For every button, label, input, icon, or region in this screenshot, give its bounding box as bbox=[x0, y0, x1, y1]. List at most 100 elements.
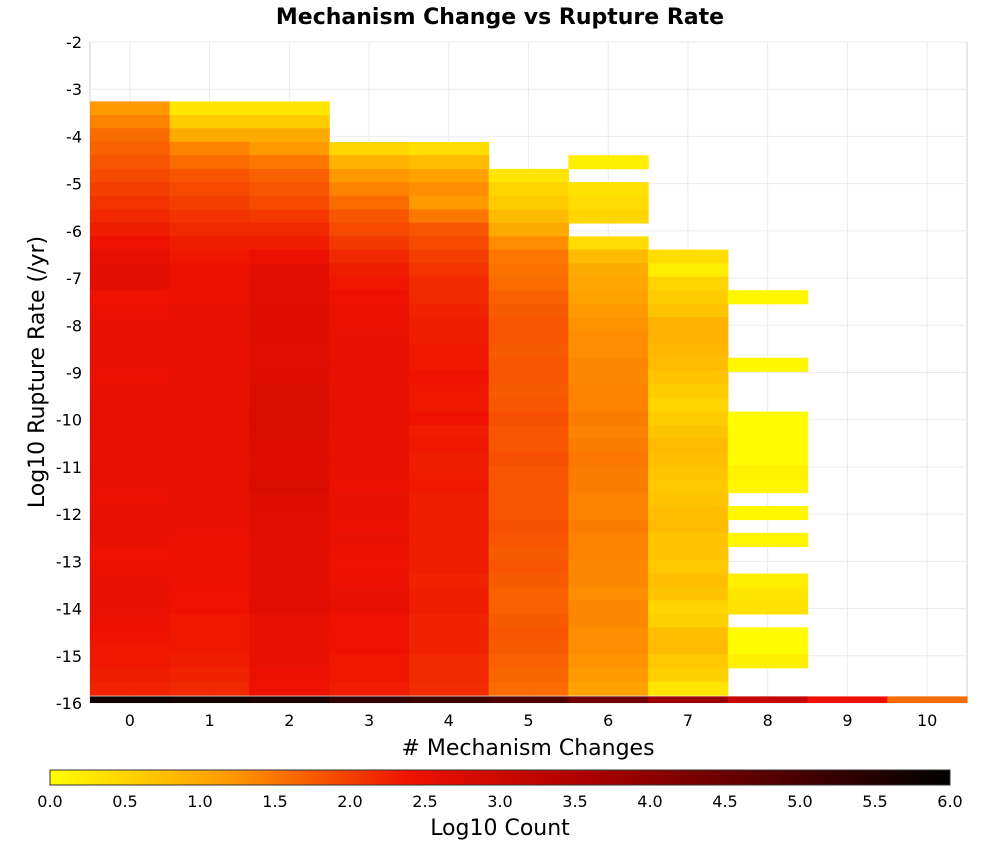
heatmap-cell bbox=[329, 452, 410, 467]
heatmap-cell bbox=[329, 370, 410, 386]
heatmap-cell bbox=[169, 654, 251, 669]
heatmap-cell bbox=[249, 222, 330, 237]
heatmap-cell bbox=[568, 587, 649, 602]
heatmap-cell bbox=[648, 627, 729, 642]
heatmap-cell-bottom bbox=[408, 696, 490, 703]
heatmap-cell-bottom bbox=[807, 696, 888, 703]
y-tick-label: -11 bbox=[56, 458, 82, 477]
x-tick-label: 8 bbox=[763, 711, 773, 730]
heatmap-cell bbox=[488, 452, 569, 467]
heatmap-cell bbox=[249, 438, 330, 453]
heatmap-cell bbox=[249, 614, 330, 629]
heatmap-cell bbox=[408, 600, 490, 615]
heatmap-cell bbox=[408, 654, 490, 669]
heatmap-cell bbox=[90, 155, 171, 170]
heatmap-cell bbox=[648, 587, 729, 602]
heatmap-cell bbox=[249, 115, 330, 130]
heatmap-cell bbox=[329, 141, 410, 157]
heatmap-cell bbox=[90, 303, 171, 318]
heatmap-cell bbox=[568, 667, 649, 683]
heatmap-cell bbox=[90, 276, 171, 291]
heatmap-cell bbox=[488, 357, 569, 372]
heatmap-cell bbox=[727, 425, 809, 440]
heatmap-cell bbox=[169, 263, 251, 278]
y-tick-label: -10 bbox=[56, 411, 82, 430]
heatmap-cell bbox=[568, 209, 649, 224]
heatmap-cell bbox=[90, 479, 171, 494]
heatmap-cell bbox=[408, 627, 490, 642]
heatmap-cell bbox=[169, 573, 251, 588]
heatmap-cell bbox=[488, 263, 569, 278]
heatmap-cell bbox=[648, 384, 729, 399]
heatmap-cell bbox=[727, 452, 809, 467]
heatmap-cell bbox=[169, 195, 251, 210]
heatmap-cell bbox=[169, 681, 251, 696]
heatmap-cell bbox=[249, 344, 330, 359]
heatmap-cell bbox=[90, 411, 171, 426]
heatmap-cell bbox=[648, 370, 729, 386]
heatmap-cell bbox=[648, 303, 729, 318]
heatmap-cell bbox=[648, 681, 729, 696]
heatmap-cell bbox=[329, 667, 410, 683]
heatmap-cell bbox=[488, 667, 569, 683]
colorbar bbox=[49, 769, 951, 786]
heatmap-cell bbox=[648, 330, 729, 345]
heatmap-cell bbox=[90, 182, 171, 197]
heatmap-cell bbox=[329, 222, 410, 237]
heatmap-cell bbox=[90, 641, 171, 656]
heatmap-cell bbox=[568, 438, 649, 453]
heatmap-cell bbox=[488, 182, 569, 197]
heatmap-cell bbox=[568, 627, 649, 642]
heatmap-cell bbox=[90, 101, 171, 116]
heatmap-cell bbox=[408, 532, 490, 547]
heatmap-cell bbox=[329, 344, 410, 359]
heatmap-cell bbox=[329, 641, 410, 656]
heatmap-cell bbox=[568, 344, 649, 359]
heatmap-cell bbox=[329, 681, 410, 696]
heatmap-cell bbox=[408, 411, 490, 426]
heatmap-cell bbox=[568, 452, 649, 467]
colorbar-tick-label: 4.0 bbox=[637, 792, 662, 811]
heatmap-cell bbox=[488, 465, 569, 480]
y-axis-label: Log10 Rupture Rate (/yr) bbox=[25, 236, 50, 508]
heatmap-cell bbox=[249, 411, 330, 426]
heatmap-cell bbox=[568, 182, 649, 197]
heatmap-cell bbox=[568, 317, 649, 332]
heatmap-cell bbox=[329, 587, 410, 602]
heatmap-cell bbox=[408, 357, 490, 372]
y-tick-label: -16 bbox=[56, 694, 82, 713]
heatmap-cell bbox=[727, 465, 809, 480]
heatmap-cell bbox=[408, 681, 490, 696]
colorbar-tick-label: 6.0 bbox=[937, 792, 962, 811]
x-tick-label: 2 bbox=[284, 711, 294, 730]
heatmap-cell bbox=[648, 614, 729, 629]
heatmap-cell bbox=[249, 546, 330, 561]
y-tick-labels: -2 -3 -4 -5 -6 -7 -8 -9 -10 -11 -12 -13 -14 -15 -16 bbox=[56, 33, 82, 713]
heatmap-cell bbox=[249, 195, 330, 210]
heatmap-cell bbox=[329, 654, 410, 669]
heatmap-cell bbox=[568, 411, 649, 426]
heatmap-cell bbox=[249, 384, 330, 399]
heatmap-cell bbox=[90, 505, 171, 521]
heatmap-cell bbox=[488, 681, 569, 696]
heatmap-cell bbox=[90, 452, 171, 467]
heatmap-cell bbox=[249, 654, 330, 669]
heatmap-cell bbox=[568, 290, 649, 305]
y-tick-label: -8 bbox=[66, 316, 82, 335]
heatmap-cell bbox=[488, 614, 569, 629]
heatmap-cell bbox=[488, 532, 569, 547]
heatmap-cell bbox=[249, 276, 330, 291]
heatmap-cell bbox=[249, 519, 330, 534]
heatmap-cell bbox=[90, 344, 171, 359]
heatmap-cell bbox=[727, 627, 809, 642]
heatmap-cell bbox=[90, 357, 171, 372]
heatmap-cell bbox=[329, 546, 410, 561]
heatmap-cell bbox=[488, 425, 569, 440]
heatmap-cell bbox=[488, 479, 569, 494]
heatmap-cell bbox=[249, 236, 330, 251]
heatmap-cell bbox=[169, 465, 251, 480]
heatmap-cell bbox=[408, 479, 490, 494]
heatmap-cell bbox=[249, 155, 330, 170]
heatmap-cell-bottom bbox=[887, 696, 968, 703]
x-tick-label: 1 bbox=[204, 711, 214, 730]
